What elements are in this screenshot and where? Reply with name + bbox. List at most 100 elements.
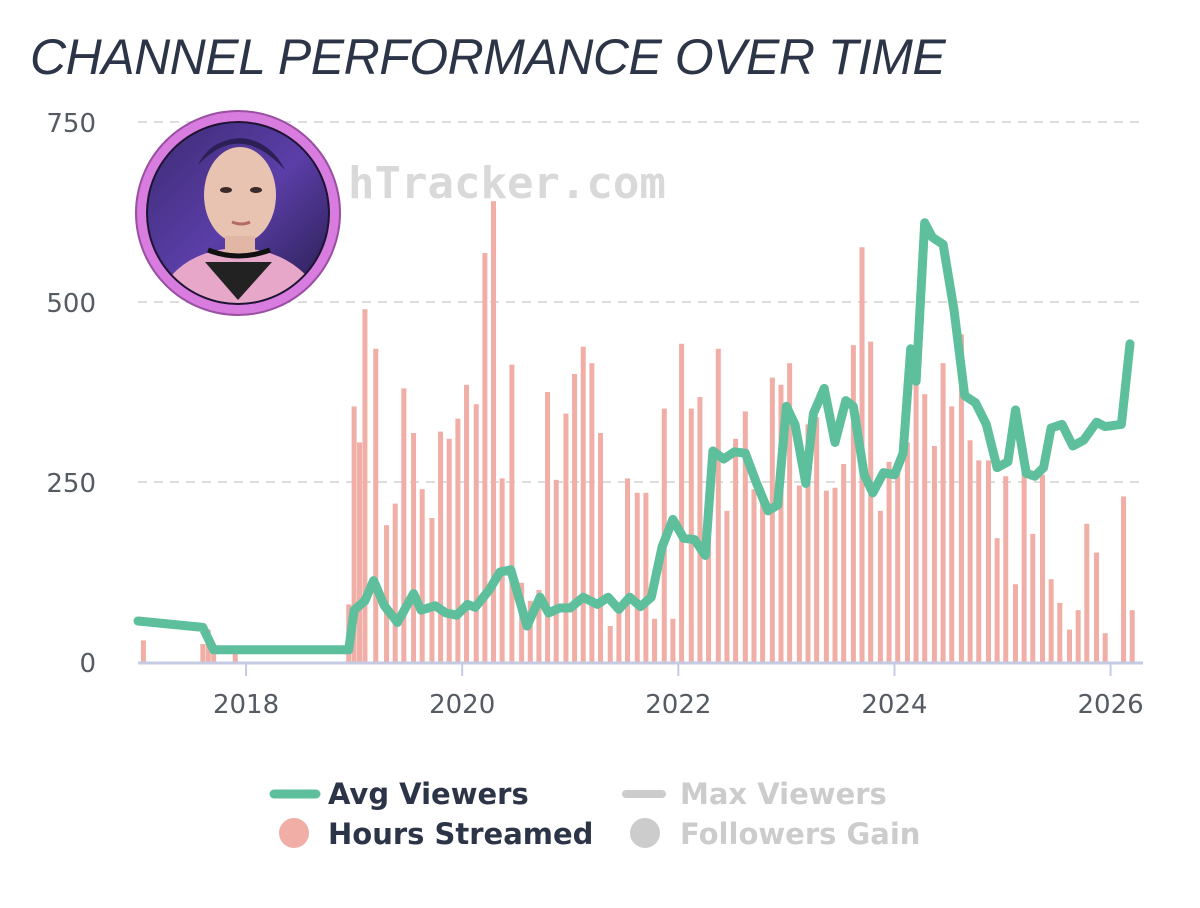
hours-bar [796,485,802,662]
y-tick-label: 500 [46,289,96,319]
hours-bar [392,503,398,662]
hours-bar [1102,633,1108,662]
hours-bar [1129,610,1135,662]
hours-bar [419,489,425,662]
hours-bar [832,487,838,662]
hours-bar [841,464,847,662]
x-tick-label: 2020 [429,690,495,720]
legend-followers-gain-label: Followers Gain [680,817,920,851]
legend-avg-viewers[interactable]: Avg Viewers [269,777,529,811]
hours-bar [706,536,712,662]
hours-bar [931,446,937,662]
hours-bar [760,496,766,662]
x-axis: 2018 2020 2022 2024 2026 [213,664,1144,720]
hours-bar [805,424,811,662]
hours-bar [1084,523,1090,662]
hours-bar [769,377,775,662]
y-tick-label: 250 [46,469,96,499]
hours-bar [473,404,479,662]
chart-legend: Avg Viewers Max Viewers Hours Streamed F… [269,777,920,851]
hours-bar [616,604,622,662]
hours-bar [697,397,703,662]
legend-hours-streamed-dot-icon [279,818,309,848]
hours-bar [670,618,676,662]
hours-bar [563,413,569,662]
hours-bar [200,644,206,662]
y-axis: 0 250 500 750 [46,109,96,679]
hours-bar [438,431,444,662]
hours-bar [572,374,578,662]
hours-bar [401,388,407,662]
hours-bar [904,442,910,662]
hours-bar [357,442,363,662]
hours-bar [733,438,739,662]
hours-bar [940,363,946,662]
hours-bar [634,492,640,662]
hours-bar [913,381,919,662]
hours-bar [967,440,973,662]
legend-max-viewers-label: Max Viewers [680,777,887,811]
hours-bar [994,538,1000,662]
hours-bar [607,626,613,662]
legend-hours-streamed[interactable]: Hours Streamed [279,817,593,851]
hours-bar [491,201,497,662]
hours-bar [868,341,874,662]
hours-bar [140,640,146,662]
hours-bar [976,460,982,662]
hours-bar [384,525,390,662]
hours-bar [411,433,417,662]
hours-bar [598,433,604,662]
hours-bar [1040,474,1045,662]
hours-bar [446,438,452,662]
hours-bar [351,406,357,662]
x-tick-label: 2024 [861,690,927,720]
hours-bar [232,653,238,662]
hours-bar [553,479,559,662]
hours-bar [823,490,829,662]
hours-bar [787,363,793,662]
hours-bar [922,394,928,662]
hours-bar [877,510,883,662]
x-tick-label: 2026 [1077,690,1143,720]
hours-bar [589,363,595,662]
hours-bar [536,590,542,662]
y-tick-label: 0 [79,649,96,679]
hours-bar [1075,610,1081,662]
hours-bar [1012,584,1018,662]
hours-bar [1003,476,1009,662]
legend-followers-gain[interactable]: Followers Gain [630,817,920,851]
hours-bar [724,510,730,662]
hours-bar [679,343,685,662]
hours-bar [580,346,586,662]
hours-bar [211,653,217,662]
hours-bar [715,348,721,662]
x-tick-label: 2018 [213,690,279,720]
legend-max-viewers[interactable]: Max Viewers [622,777,887,811]
hours-bar [985,460,991,662]
hours-bar [742,411,748,662]
legend-hours-streamed-label: Hours Streamed [328,817,593,851]
hours-bar [527,600,533,662]
hours-bar [814,417,820,662]
hours-bar [1121,496,1127,662]
hours-bar [643,492,649,662]
page-title: CHANNEL PERFORMANCE OVER TIME [30,29,946,85]
hours-bar [895,467,901,662]
hours-bar [509,364,515,662]
hours-bar [850,345,856,662]
hours-bar [949,406,955,662]
legend-followers-gain-dot-icon [630,818,660,848]
hours-bar [482,253,488,663]
streamer-avatar-icon [135,110,341,316]
hours-bar [1057,602,1063,662]
hours-bar [429,518,435,662]
hours-bar [545,392,551,662]
hours-bar [455,418,461,662]
hours-bar [958,334,964,662]
hours-bar [1021,447,1027,662]
hours-bar [1094,552,1100,662]
hours-bar [464,384,470,662]
hours-bar [886,461,892,662]
